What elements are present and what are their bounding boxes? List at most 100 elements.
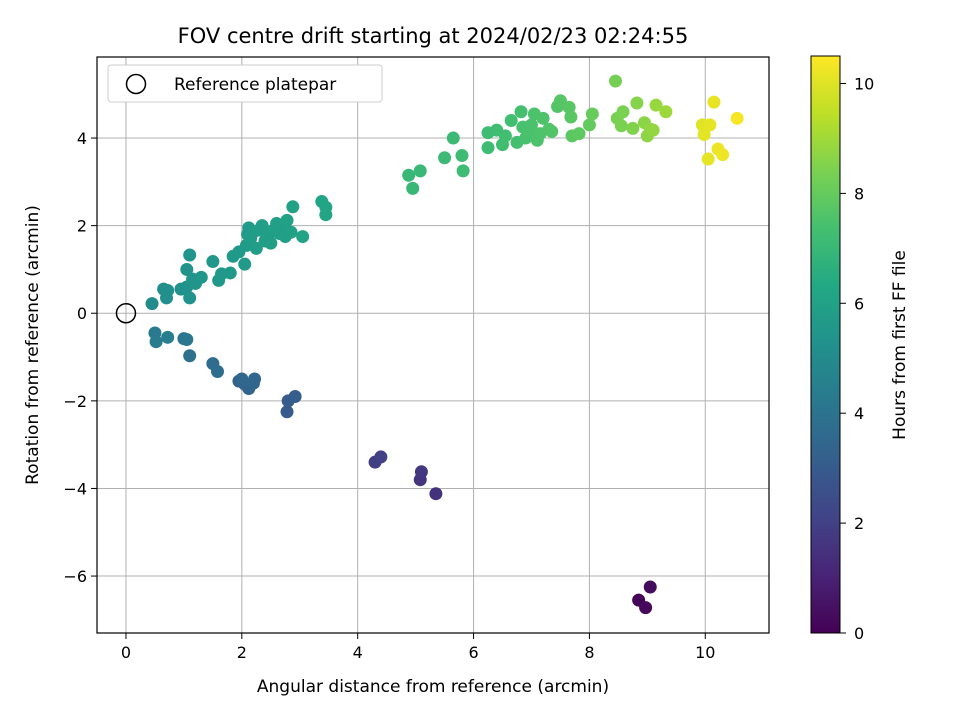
colorbar-tick-label: 10 [854,74,874,93]
data-point [183,349,197,363]
data-point [697,128,711,142]
data-point [514,105,528,119]
colorbar-tick-label: 0 [854,624,864,643]
x-tick-label: 2 [237,643,247,662]
data-point [564,110,578,124]
colorbar-tick-label: 6 [854,294,864,313]
y-tick-label: 2 [77,217,87,236]
data-point [264,236,278,250]
data-point [161,283,175,297]
data-point [716,148,730,162]
data-point [585,107,599,121]
x-tick-label: 0 [121,643,131,662]
data-point [161,330,175,344]
data-point [455,149,469,163]
data-point [701,152,715,166]
data-point [639,601,653,615]
legend-entry: Reference platepar [174,75,336,95]
data-point [183,248,197,262]
x-axis-label: Angular distance from reference (arcmin) [257,677,609,697]
colorbar-gradient [810,55,841,634]
colorbar-tick-label: 2 [854,514,864,533]
data-point [646,123,660,137]
colorbar-label: Hours from first FF file [890,250,910,440]
data-point [280,405,294,419]
data-point [504,114,518,128]
data-point [149,335,163,349]
data-point [406,181,420,195]
data-point [413,164,427,178]
data-point [296,230,310,244]
y-tick-label: −6 [63,567,87,586]
data-point [626,121,640,135]
data-point [572,127,586,141]
data-point [616,105,630,119]
x-tick-label: 6 [468,643,478,662]
x-tick-label: 8 [584,643,594,662]
data-point [536,111,550,125]
data-point [562,100,576,114]
data-point [180,333,194,347]
legend-marker-icon [125,73,147,95]
data-point [223,266,237,280]
data-point [614,119,628,133]
grid [97,57,769,633]
data-point [402,168,416,182]
data-point [248,372,262,386]
y-axis-label: Rotation from reference (arcmin) [23,205,43,485]
data-point [545,124,559,138]
x-tick-label: 4 [353,643,363,662]
data-point [608,74,622,88]
data-points [145,74,744,615]
legend-box [107,64,383,103]
data-point [284,225,298,239]
data-point [235,372,249,386]
data-point [180,262,194,276]
data-point [630,96,644,110]
data-point [438,151,452,165]
data-point [280,213,294,227]
data-point [238,257,252,271]
data-point [707,95,721,109]
data-point [319,208,333,222]
colorbar: 0 2 4 6 8 10 Hours from first FF file [810,55,910,643]
data-point [206,255,220,269]
reference-platepar-marker [115,302,137,324]
data-point [643,580,657,594]
data-point [498,129,512,143]
data-point [456,164,470,178]
chart-title: FOV centre drift starting at 2024/02/23 … [178,24,689,48]
legend: Reference platepar [107,64,383,103]
data-point [145,297,159,311]
data-point [194,270,208,284]
data-point [481,141,495,155]
data-point [249,241,263,255]
y-tick-label: −4 [63,479,87,498]
data-point [210,365,224,379]
data-point [429,487,443,501]
x-tick-label: 10 [695,643,715,662]
data-point [414,465,428,479]
data-point [286,200,300,214]
reference-marker-layer [115,302,137,324]
data-point [659,105,673,119]
data-point [255,219,269,233]
data-point [730,111,744,125]
y-tick-label: −2 [63,392,87,411]
plot-frame [96,56,770,634]
data-point [183,291,197,305]
data-point [703,118,717,132]
colorbar-tick-label: 4 [854,404,864,423]
data-point [582,118,596,132]
y-tick-label: 4 [77,129,87,148]
colorbar-ticks: 0 2 4 6 8 10 [840,74,874,643]
data-point [524,118,538,132]
y-tick-label: 0 [77,304,87,323]
data-point [649,98,663,112]
data-point [446,131,460,145]
y-axis-ticks: −6 −4 −2 0 2 4 [63,129,97,586]
data-point [374,450,388,464]
data-point [288,389,302,403]
colorbar-tick-label: 8 [854,184,864,203]
